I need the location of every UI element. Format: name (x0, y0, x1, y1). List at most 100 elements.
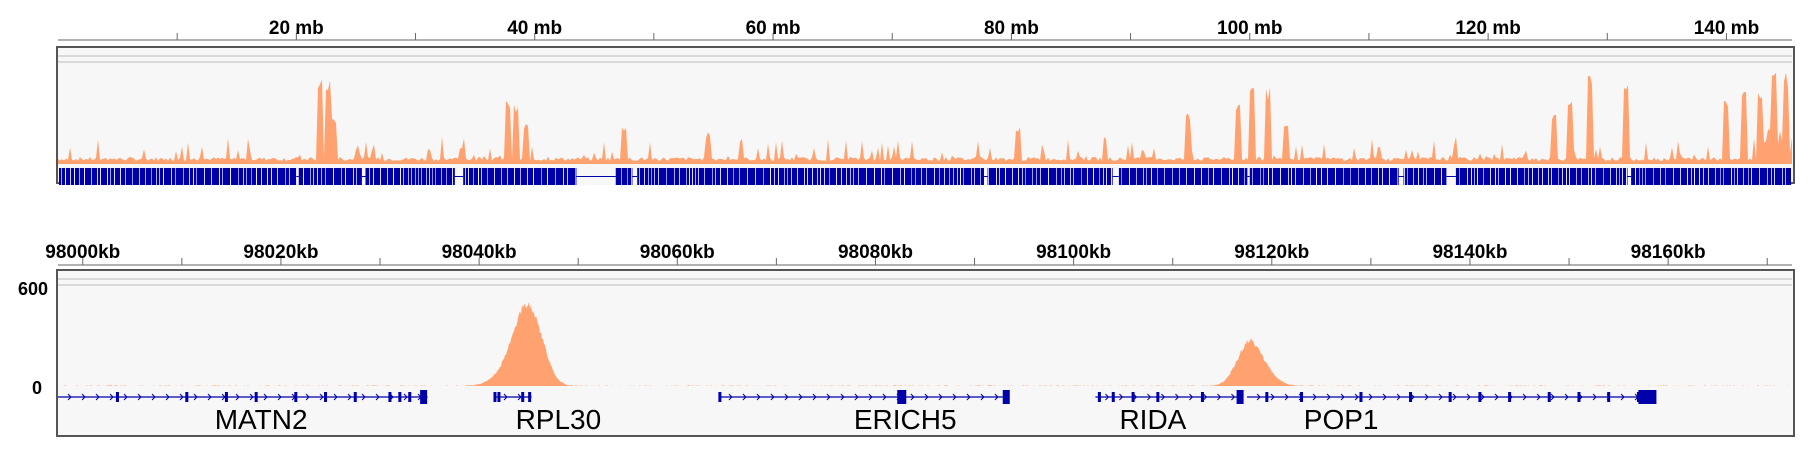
gene-exon (1359, 392, 1363, 402)
overview-gene-gap-line (1759, 168, 1760, 185)
overview-gene-gap-line (1595, 168, 1596, 185)
overview-gene-gap-line (1434, 168, 1435, 185)
overview-gene-gap-line (84, 168, 85, 185)
axis-tick-label: 20 mb (269, 18, 324, 39)
overview-gene-gap-line (478, 168, 479, 185)
overview-gene-gap-line (575, 168, 576, 185)
overview-gene-gap-line (246, 168, 247, 185)
overview-gene-gap-line (820, 168, 821, 185)
overview-gene-gap-line (1423, 168, 1424, 185)
overview-gene-gap-line (1365, 168, 1366, 185)
overview-gene-gap-line (911, 168, 912, 185)
strand-arrow (1522, 393, 1527, 401)
y-axis-max-label: 600 (18, 279, 48, 299)
overview-gene-gap-line (563, 168, 564, 185)
overview-gene-gap-line (1397, 168, 1398, 185)
overview-gene-gap-line (674, 168, 675, 185)
overview-gene-gap-line (689, 168, 690, 185)
overview-gene-gap-line (432, 168, 433, 185)
overview-ticks: 20 mb 40 mb 60 mb 80 mb 100 mb 120 mb 140 mb (176, 18, 1759, 40)
overview-gene-gap-line (277, 168, 278, 185)
overview-gene-gap-line (1288, 168, 1289, 185)
overview-gene-gap-line (400, 168, 401, 185)
overview-gene-gap-line (884, 168, 885, 185)
region-panel[interactable]: MATN2 RPL30 ERICH5 RIDA POP1 (56, 269, 1795, 437)
overview-gene-gap-line (1653, 168, 1654, 185)
overview-gene-gap-line (541, 168, 542, 185)
strand-arrow (1620, 393, 1625, 401)
axis-tick-label: 98040kb (442, 242, 517, 263)
overview-gene-gap-line (797, 168, 798, 185)
strand-arrow (137, 393, 142, 401)
strand-arrow (263, 393, 268, 401)
overview-gene-gap-line (1310, 168, 1311, 185)
overview-gene-gap-line (65, 168, 66, 185)
overview-gene-gap-line (468, 168, 469, 185)
overview-gene-gap-line (904, 168, 905, 185)
strand-arrow (770, 393, 775, 401)
overview-gene-gap-line (91, 168, 92, 185)
overview-gene-gap-line (733, 168, 734, 185)
strand-arrow (1256, 393, 1261, 401)
overview-gene-gap-line (501, 168, 502, 185)
overview-gene-gap-line (1751, 168, 1752, 185)
overview-gene-gap-line (1111, 168, 1112, 185)
gene-exon (1156, 392, 1160, 402)
strand-arrow (924, 393, 929, 401)
axis-tick-label: 98060kb (640, 242, 715, 263)
strand-arrow (1480, 393, 1485, 401)
overview-gene-gap-line (695, 168, 696, 185)
overview-gene-gap-line (1737, 168, 1738, 185)
overview-gene-gap-line (1734, 168, 1735, 185)
overview-gene-gap-line (812, 168, 813, 185)
axis-tick-label: 98020kb (243, 242, 318, 263)
overview-gene-gap-line (824, 168, 825, 185)
overview-gene-gap-line (1510, 168, 1511, 185)
overview-gene-gap-line (403, 168, 404, 185)
overview-gene-gap-line (325, 168, 326, 185)
overview-gene-gap-line (1280, 168, 1281, 185)
axis-tick-label: 100 mb (1217, 18, 1282, 39)
strand-arrow (1424, 393, 1429, 401)
overview-gene-gap-line (817, 168, 818, 185)
strand-arrow (151, 393, 156, 401)
strand-arrow (1382, 393, 1387, 401)
overview-gene-gap-line (1524, 168, 1525, 185)
overview-gene-gap-line (1268, 168, 1269, 185)
gene-exon (1236, 390, 1244, 404)
overview-gene-gap-line (415, 168, 416, 185)
gene-exon (1111, 392, 1115, 402)
strand-arrow (938, 393, 943, 401)
gene-exon (528, 392, 532, 402)
overview-gene-gap-line (189, 168, 190, 185)
overview-gene-gap-line (1048, 168, 1049, 185)
overview-gene-gap-line (1785, 168, 1786, 185)
overview-gene-gap-line (487, 168, 488, 185)
overview-gene-gap-line (1272, 168, 1273, 185)
strand-arrow (375, 393, 380, 401)
overview-gene-gap-line (251, 168, 252, 185)
overview-gene-gap-line (1645, 168, 1646, 185)
overview-gene-gap-line (356, 168, 357, 185)
overview-gene-gap-line (1699, 168, 1700, 185)
overview-gene-gap-line (698, 168, 699, 185)
overview-gene-gap-line (1321, 168, 1322, 185)
overview-gene-gap-line (261, 168, 262, 185)
overview-gene-gap-line (114, 168, 115, 185)
strand-arrow (235, 393, 240, 401)
gene-exon (897, 390, 907, 404)
overview-gene-gap-line (679, 168, 680, 185)
overview-gene-gap-line (1782, 168, 1783, 185)
overview-gene-gap-line (1143, 168, 1144, 185)
overview-panel[interactable] (56, 46, 1795, 185)
gene-exon (1448, 392, 1452, 402)
overview-gene-gap-line (271, 168, 272, 185)
overview-gene-gap-line (494, 168, 495, 185)
overview-gene-gap-line (712, 168, 713, 185)
overview-gene-gap-line (1474, 168, 1475, 185)
overview-gene-gap-line (1343, 168, 1344, 185)
overview-gene-gap-line (1151, 168, 1152, 185)
strand-arrow (980, 393, 985, 401)
overview-gene-gap-line (151, 168, 152, 185)
strand-arrow (207, 393, 212, 401)
